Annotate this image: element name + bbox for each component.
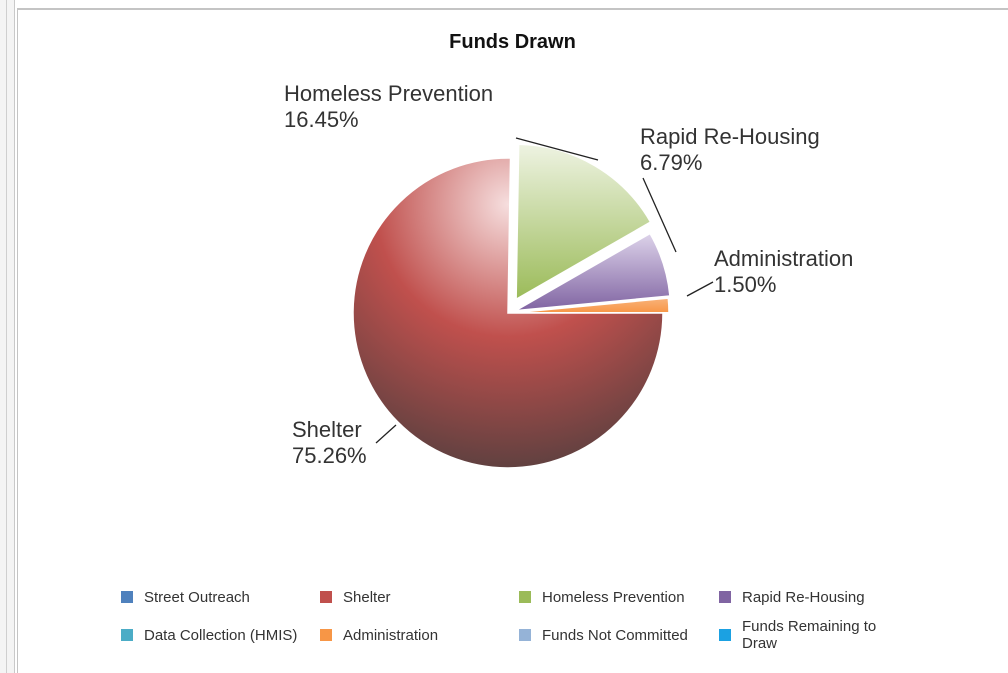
legend-item-shelter[interactable]: Shelter xyxy=(320,587,391,607)
legend-item-administration[interactable]: Administration xyxy=(320,625,438,645)
leader-line-homeless-prevention xyxy=(515,137,599,161)
legend-swatch xyxy=(320,629,332,641)
legend-swatch xyxy=(121,629,133,641)
legend-label: Shelter xyxy=(343,588,391,606)
legend-label: Street Outreach xyxy=(144,588,250,606)
label-rapid-rehousing: Rapid Re-Housing 6.79% xyxy=(640,124,820,176)
chart-title: Funds Drawn xyxy=(449,31,576,53)
legend-item-rapid-rehousing[interactable]: Rapid Re-Housing xyxy=(719,587,865,607)
label-rapid-rehousing-value: 6.79% xyxy=(640,150,703,175)
label-shelter-value: 75.26% xyxy=(292,443,367,468)
legend-label: Administration xyxy=(343,626,439,644)
legend-item-data-collection[interactable]: Data Collection (HMIS) xyxy=(121,625,297,645)
label-shelter: Shelter 75.26% xyxy=(292,417,367,469)
pie-slice-rapid-rehousing[interactable] xyxy=(515,232,671,312)
legend-item-homeless-prevention[interactable]: Homeless Prevention xyxy=(519,587,685,607)
label-homeless-prevention-name: Homeless Prevention xyxy=(284,81,494,106)
legend-swatch xyxy=(121,591,133,603)
legend-label: Data Collection (HMIS) xyxy=(144,626,298,644)
legend-swatch xyxy=(719,629,731,641)
label-homeless-prevention: Homeless Prevention 16.45% xyxy=(284,81,493,133)
label-rapid-rehousing-name: Rapid Re-Housing xyxy=(640,124,820,149)
label-homeless-prevention-value: 16.45% xyxy=(284,107,359,132)
legend-swatch xyxy=(519,629,531,641)
legend-label: Rapid Re-Housing xyxy=(742,588,865,606)
legend-swatch xyxy=(519,591,531,603)
legend-item-funds-remaining[interactable]: Funds Remaining to Draw xyxy=(719,618,902,652)
legend-swatch xyxy=(320,591,332,603)
label-administration: Administration 1.50% xyxy=(714,246,853,298)
legend-label: Homeless Prevention xyxy=(542,588,685,606)
legend-swatch xyxy=(719,591,731,603)
legend-label: Funds Not Committed xyxy=(542,626,688,644)
label-administration-value: 1.50% xyxy=(714,272,777,297)
legend-label: Funds Remaining to Draw xyxy=(742,618,877,652)
left-frame xyxy=(0,0,15,673)
label-shelter-name: Shelter xyxy=(292,417,362,442)
leader-line-rapid-rehousing xyxy=(642,177,677,253)
leader-line-administration xyxy=(686,281,714,297)
pie-slice-administration[interactable] xyxy=(513,297,670,314)
legend-item-funds-not-committed[interactable]: Funds Not Committed xyxy=(519,625,688,645)
pie-slice-homeless-prevention[interactable] xyxy=(515,143,652,301)
legend-item-street-outreach[interactable]: Street Outreach xyxy=(121,587,250,607)
pie-slice-shelter[interactable] xyxy=(352,157,664,469)
label-administration-name: Administration xyxy=(714,246,854,271)
leader-line-shelter xyxy=(375,424,397,444)
